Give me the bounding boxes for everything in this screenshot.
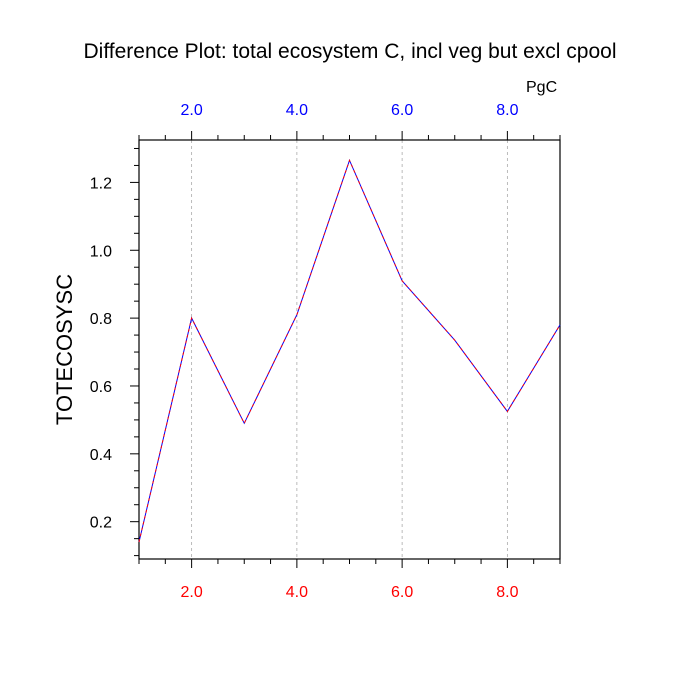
- chart-title: Difference Plot: total ecosystem C, incl…: [83, 40, 617, 63]
- series-line-2: [138, 158, 561, 543]
- x-tick-label-bottom: 8.0: [496, 584, 518, 601]
- y-axis-label: TOTECOSYSC: [52, 274, 77, 425]
- y-tick-label: 1.0: [90, 243, 112, 260]
- x-tick-label-bottom: 6.0: [391, 584, 413, 601]
- y-tick-label: 0.4: [90, 447, 112, 464]
- plot-frame: [138, 139, 561, 560]
- y-tick-label: 0.8: [90, 311, 112, 328]
- x-tick-label-top: 4.0: [286, 102, 308, 119]
- x-tick-label-top: 6.0: [391, 102, 413, 119]
- series-line-1: [138, 158, 561, 543]
- x-tick-label-top: 8.0: [496, 102, 518, 119]
- units-label: PgC: [526, 79, 558, 96]
- y-tick-label: 0.2: [90, 515, 112, 532]
- x-tick-label-bottom: 4.0: [286, 584, 308, 601]
- y-tick-label: 0.6: [90, 379, 112, 396]
- y-tick-label: 1.2: [90, 175, 112, 192]
- x-tick-label-top: 2.0: [181, 102, 203, 119]
- x-tick-label-bottom: 2.0: [181, 584, 203, 601]
